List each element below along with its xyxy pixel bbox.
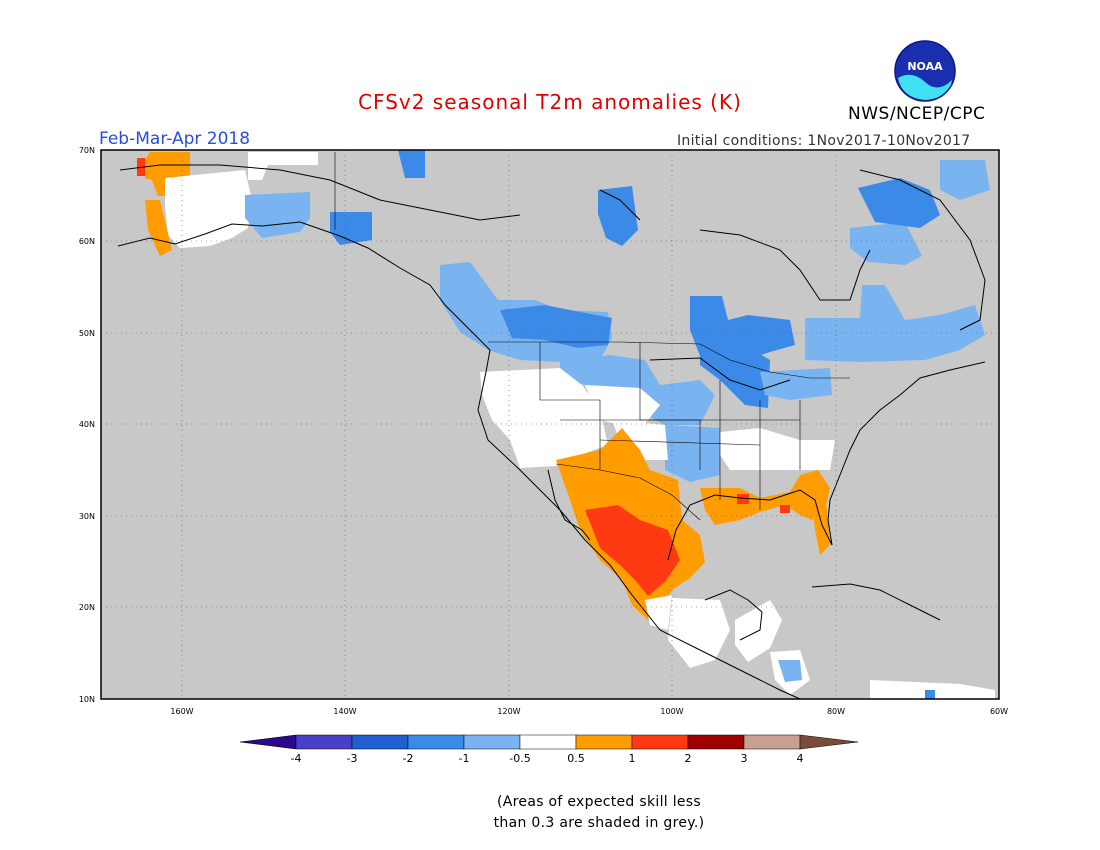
colorbar-swatch [575,734,633,750]
agency-label: NWS/NCEP/CPC [848,104,986,124]
colorbar-label: 0.5 [567,752,585,765]
colorbar-label: 3 [741,752,748,765]
borders [334,152,850,521]
map-title: CFSv2 seasonal T2m anomalies (K) [358,90,742,114]
skill-note-line: (Areas of expected skill less [497,794,701,810]
lat-label: 20N [79,603,95,612]
logo-text: NOAA [907,60,943,73]
lat-label: 70N [79,146,95,155]
lon-label: 140W [333,707,356,716]
colorbar-label: -0.5 [509,752,530,765]
lat-label: 10N [79,695,95,704]
lat-label: 60N [79,237,95,246]
lat-label: 50N [79,329,95,338]
colorbar-swatch [463,734,521,750]
initial-conditions: Initial conditions: 1Nov2017-10Nov2017 [677,133,971,149]
colorbar-label: -3 [347,752,358,765]
colorbar-label: -2 [403,752,414,765]
latitude-labels: 70N 60N 50N 40N 30N 20N 10N [79,146,95,704]
noaa-logo-icon: NOAA [894,40,956,102]
lon-label: 160W [170,707,193,716]
lon-label: 100W [660,707,683,716]
colorbar-label: 1 [629,752,636,765]
colorbar-swatch [351,734,409,750]
colorbar-label: 4 [797,752,804,765]
coastlines [117,164,986,700]
lon-label: 80W [827,707,845,716]
forecast-period: Feb-Mar-Apr 2018 [99,129,251,149]
anomaly-shading [137,150,995,699]
lon-label: 120W [497,707,520,716]
longitude-labels: 160W 140W 120W 100W 80W 60W [170,707,1008,716]
colorbar-label: -4 [291,752,302,765]
lat-label: 40N [79,420,95,429]
colorbar-swatch [407,734,465,750]
lon-label: 60W [990,707,1008,716]
colorbar-label: 2 [685,752,692,765]
colorbar-right-arrow [799,734,859,750]
colorbar-left-arrow [239,734,297,750]
lat-label: 30N [79,512,95,521]
colorbar-swatch [743,734,801,750]
colorbar-swatch [631,734,689,750]
colorbar-swatch [295,734,353,750]
skill-note-line: than 0.3 are shaded in grey.) [493,815,705,831]
colorbar-swatch [519,734,577,750]
colorbar: -4 -3 -2 -1 -0.5 0.5 1 2 3 4 [239,734,859,765]
map-frame [100,149,1000,700]
skill-note: (Areas of expected skill less than 0.3 a… [474,792,724,834]
colorbar-swatch [687,734,745,750]
colorbar-label: -1 [459,752,470,765]
